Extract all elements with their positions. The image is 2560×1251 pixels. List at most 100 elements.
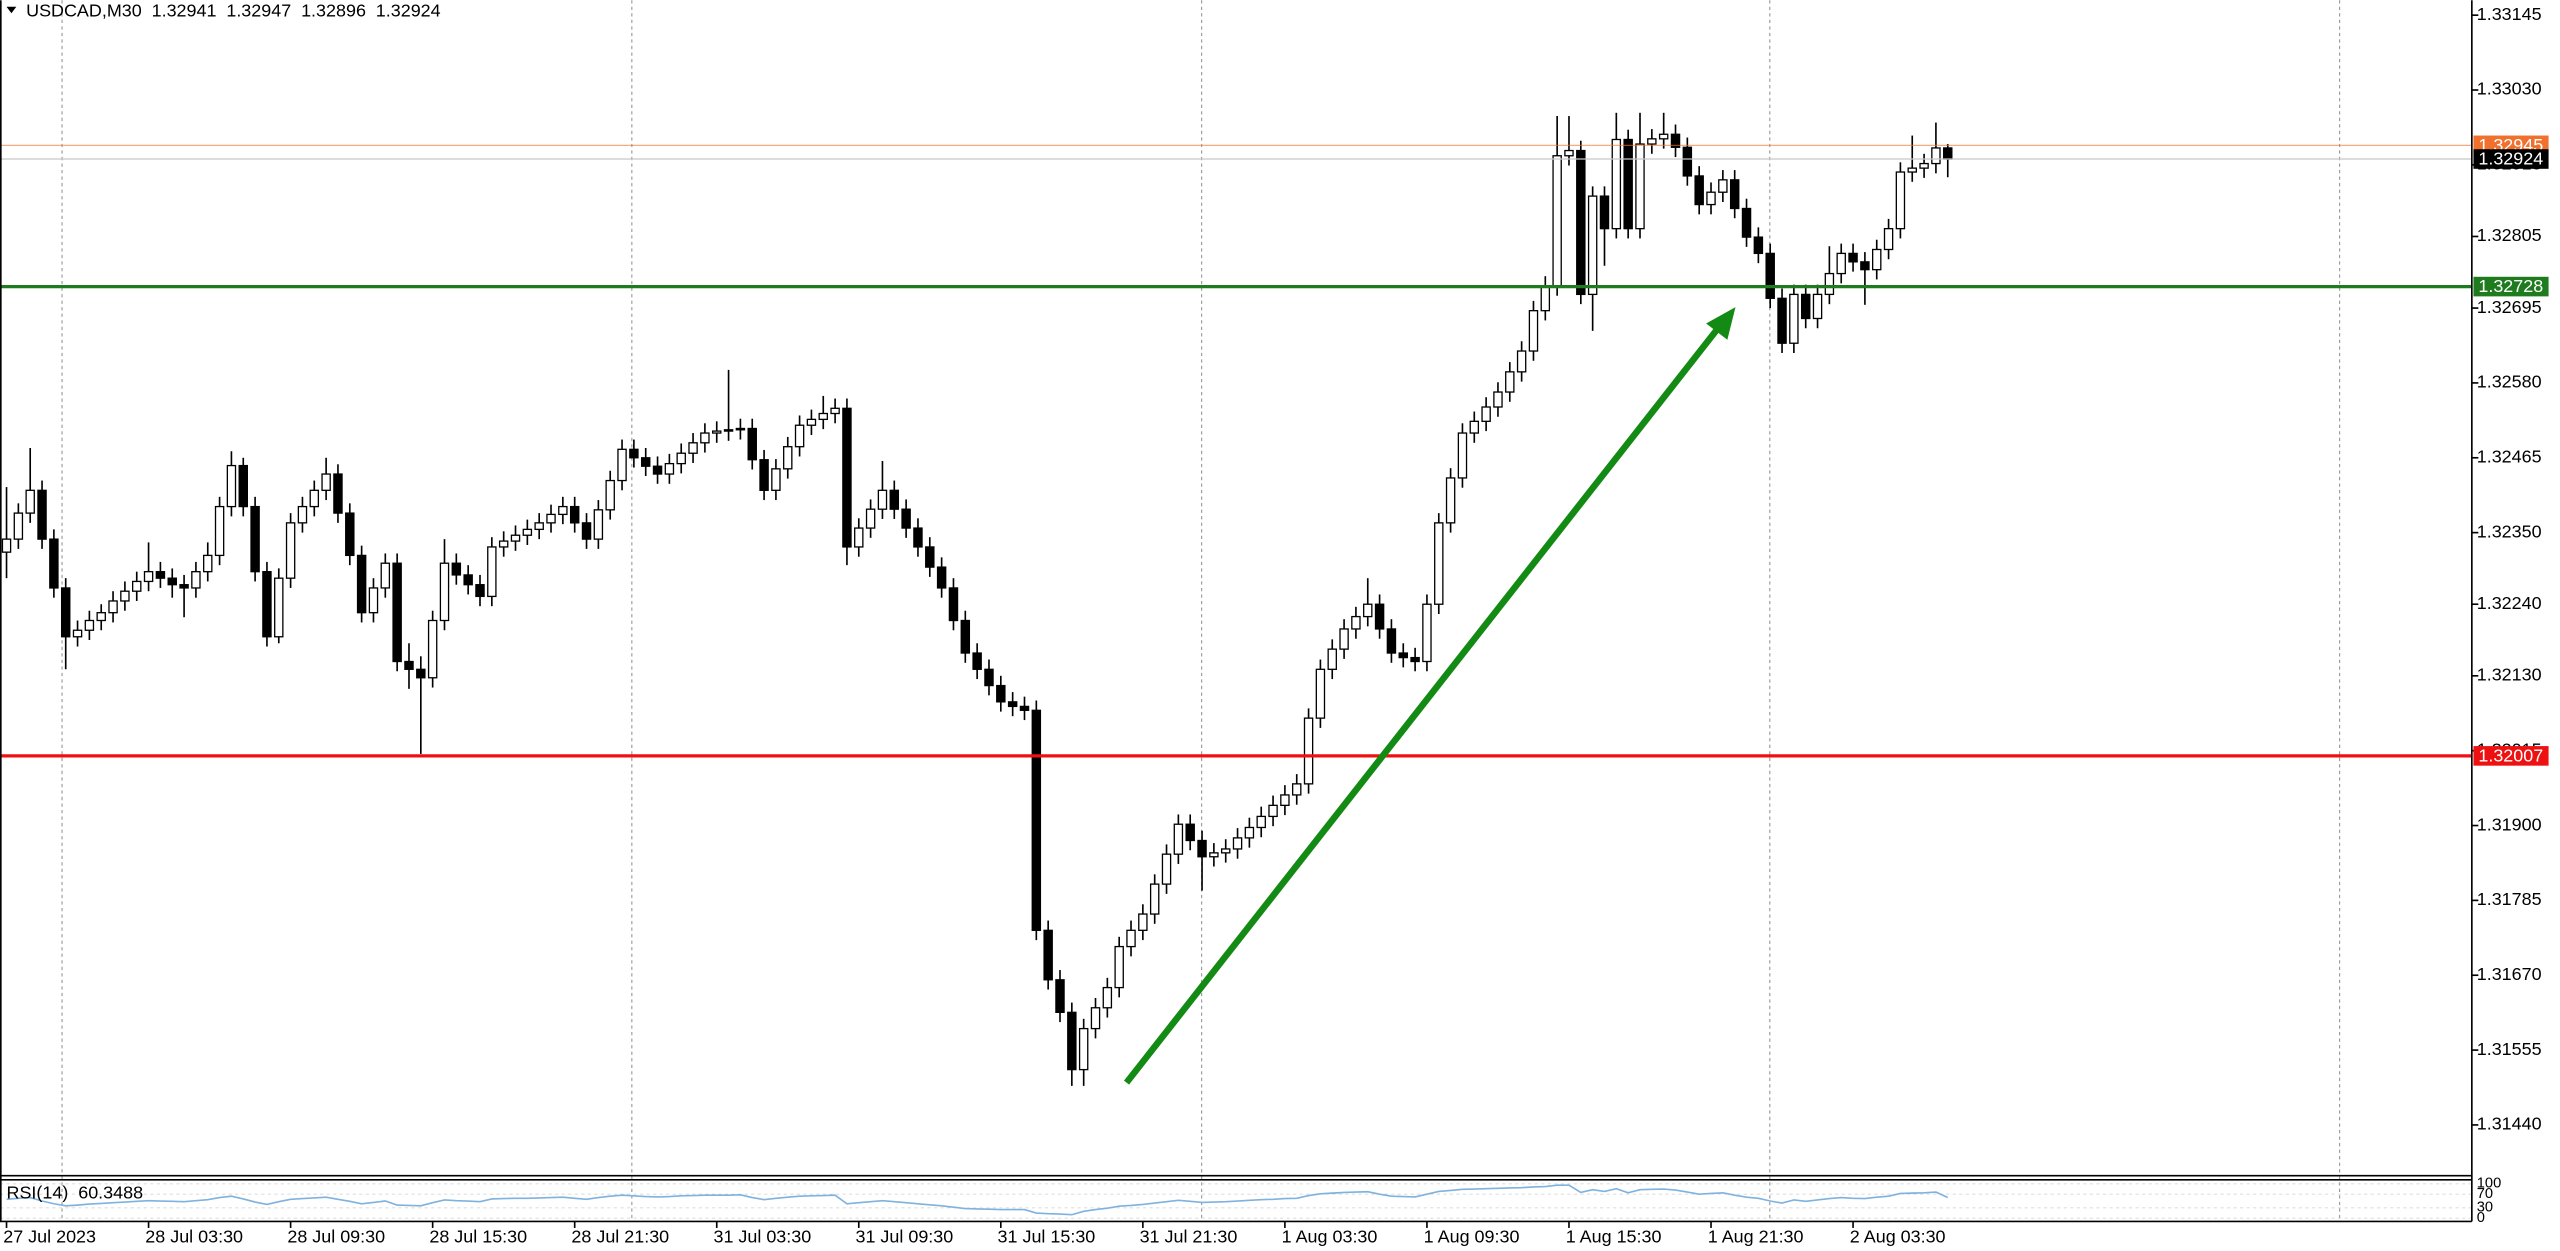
candle-body xyxy=(1493,391,1503,408)
candle-body xyxy=(569,505,580,524)
price-label-bg xyxy=(2473,149,2549,169)
candle-body xyxy=(1090,1007,1101,1030)
candle-body xyxy=(1078,1027,1089,1071)
x-tick-label: 28 Jul 21:30 xyxy=(571,1226,669,1246)
candle-body xyxy=(913,527,923,548)
candle-body xyxy=(13,512,24,540)
candle-body xyxy=(1895,171,1906,230)
candle-body xyxy=(1031,709,1042,931)
candle-body xyxy=(735,427,746,431)
y-tick-label: 1.32130 xyxy=(2477,665,2542,685)
x-tick-label: 31 Jul 03:30 xyxy=(713,1226,811,1246)
candle-body xyxy=(640,457,651,467)
candle-body xyxy=(60,587,71,638)
candle-body xyxy=(936,566,947,589)
candle-body xyxy=(1067,1011,1077,1071)
candle-body xyxy=(1860,261,1870,271)
candle-body xyxy=(830,407,840,415)
header-toggle[interactable] xyxy=(6,6,17,14)
candle-body xyxy=(1363,603,1373,618)
candle-body xyxy=(1138,913,1148,931)
candle-body xyxy=(451,562,462,576)
candle-body xyxy=(309,489,320,508)
x-tick-label: 1 Aug 15:30 xyxy=(1566,1226,1662,1246)
price-label: 1.32728 xyxy=(2478,276,2543,296)
candle-body xyxy=(960,619,971,654)
x-tick-label: 1 Aug 09:30 xyxy=(1424,1226,1520,1246)
candle-body xyxy=(226,464,237,508)
candle-body xyxy=(333,473,343,514)
candle-body xyxy=(1055,979,1065,1013)
candle-body xyxy=(794,424,805,448)
candle-body xyxy=(1149,883,1160,915)
arrow-shaft xyxy=(1123,324,1722,1085)
candle-body xyxy=(1505,371,1515,393)
candle-body xyxy=(1540,285,1551,312)
y-tick-label: 1.32695 xyxy=(2477,297,2542,317)
candle-body xyxy=(1102,986,1113,1009)
candle-body xyxy=(274,577,284,638)
candle-body xyxy=(108,600,118,614)
price-label: 1.32007 xyxy=(2478,745,2543,765)
candle-body xyxy=(1007,701,1018,708)
candle-body xyxy=(498,540,509,548)
y-tick-label: 1.32465 xyxy=(2477,447,2542,467)
candle-body xyxy=(96,612,106,622)
candle-body xyxy=(475,584,485,598)
candle-body xyxy=(996,684,1006,703)
candle-body xyxy=(1315,668,1326,719)
candle-body xyxy=(1043,929,1053,981)
symbol: USDCAD,M30 xyxy=(26,0,142,20)
candle-body xyxy=(948,587,959,622)
candle-body xyxy=(25,489,35,514)
candle-body xyxy=(605,479,615,511)
candle-body xyxy=(321,473,331,491)
candle-body xyxy=(1836,252,1846,275)
candle-body xyxy=(652,465,663,475)
candle-body xyxy=(132,580,142,592)
y-tick-label: 1.33030 xyxy=(2477,79,2542,99)
candle-body xyxy=(1729,179,1740,210)
candle-body xyxy=(664,462,675,475)
candle-body xyxy=(1232,837,1243,850)
candle-body xyxy=(1268,804,1278,818)
candle-body xyxy=(522,528,533,536)
candle-body xyxy=(1126,929,1136,948)
candle-body xyxy=(380,562,391,589)
candle-body xyxy=(167,577,177,586)
y-tick-label: 1.32580 xyxy=(2477,372,2542,392)
candle-body xyxy=(1599,195,1610,230)
candle-body xyxy=(1789,293,1799,344)
candle-body xyxy=(1351,615,1361,630)
header-low: 1.32896 xyxy=(301,0,366,20)
candle-body xyxy=(1410,656,1420,663)
header-close: 1.32924 xyxy=(376,0,441,20)
candle-body xyxy=(1907,167,1917,173)
candle-body xyxy=(1173,823,1184,855)
chart-header: USDCAD,M30 1.32941 1.32947 1.32896 1.329… xyxy=(26,0,441,20)
candle-body xyxy=(1528,310,1539,352)
candle-body xyxy=(120,590,130,602)
candle-body xyxy=(262,571,272,638)
candle-body xyxy=(925,546,935,568)
candle-body xyxy=(368,587,379,614)
candle-body xyxy=(392,562,402,663)
candle-body xyxy=(427,619,438,679)
candle-body xyxy=(676,452,686,465)
candle-body xyxy=(285,522,296,579)
candle-body xyxy=(1587,195,1598,296)
candle-body xyxy=(1777,297,1787,344)
candle-body xyxy=(1682,146,1693,177)
candle-body xyxy=(1197,839,1207,858)
arrow-head xyxy=(1706,307,1736,340)
candle-body xyxy=(1765,252,1775,299)
y-tick-label: 1.33145 xyxy=(2477,4,2542,24)
candle-body xyxy=(356,554,367,614)
x-tick-label: 31 Jul 21:30 xyxy=(1140,1226,1238,1246)
candle-body xyxy=(297,505,308,524)
candle-body xyxy=(723,429,734,432)
candle-body xyxy=(1209,852,1219,858)
candle-body xyxy=(1185,823,1195,842)
candle-body xyxy=(404,660,414,670)
